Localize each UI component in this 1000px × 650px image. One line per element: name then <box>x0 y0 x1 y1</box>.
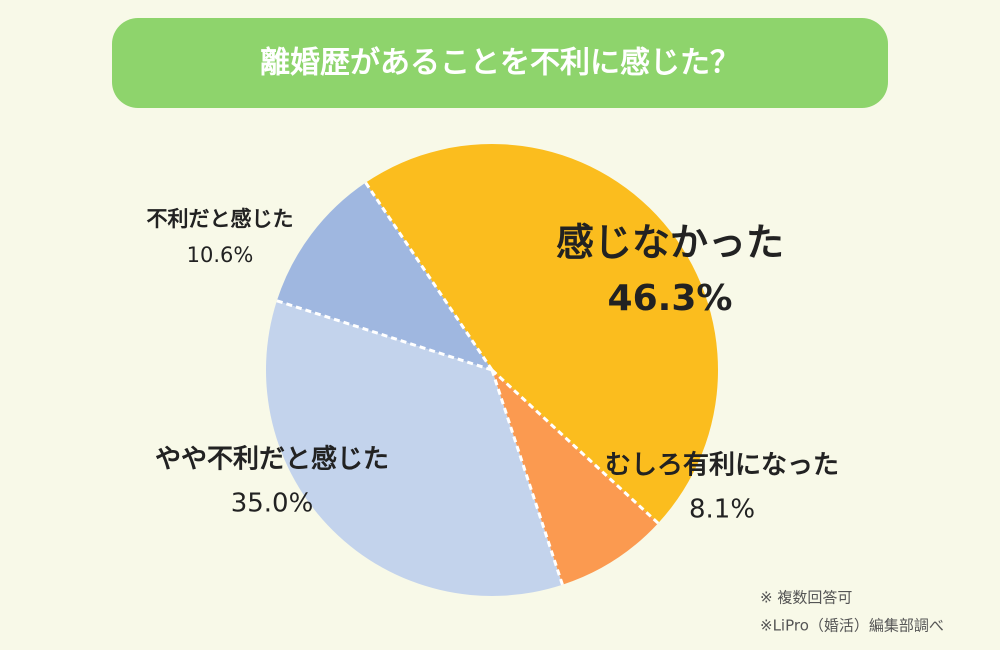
value-label: 8.1% <box>689 495 755 525</box>
slice-label: むしろ有利になった <box>605 451 839 481</box>
slice-divider <box>490 368 660 525</box>
pie-slice <box>266 300 563 596</box>
pie-slice <box>492 370 659 585</box>
pie <box>266 143 718 596</box>
value-label: 35.0% <box>231 489 314 519</box>
note: ※LiPro（婚活）編集部調べ <box>760 617 944 635</box>
note: ※ 複数回答可 <box>760 589 852 607</box>
slice-divider <box>364 181 494 371</box>
pie-slice <box>276 182 492 370</box>
slice-divider <box>490 369 564 586</box>
slice-label: 不利だと感じた <box>147 207 294 231</box>
value-label: 10.6% <box>187 243 254 267</box>
pie-slice <box>365 143 718 524</box>
slice-label: 感じなかった <box>556 221 784 265</box>
title-box <box>112 18 888 108</box>
slice-label: やや不利だと感じた <box>155 445 389 475</box>
value-label: 46.3% <box>608 278 733 319</box>
chart-title: 離婚歴があることを不利に感じた？ <box>260 46 740 81</box>
slice-divider <box>276 299 493 372</box>
